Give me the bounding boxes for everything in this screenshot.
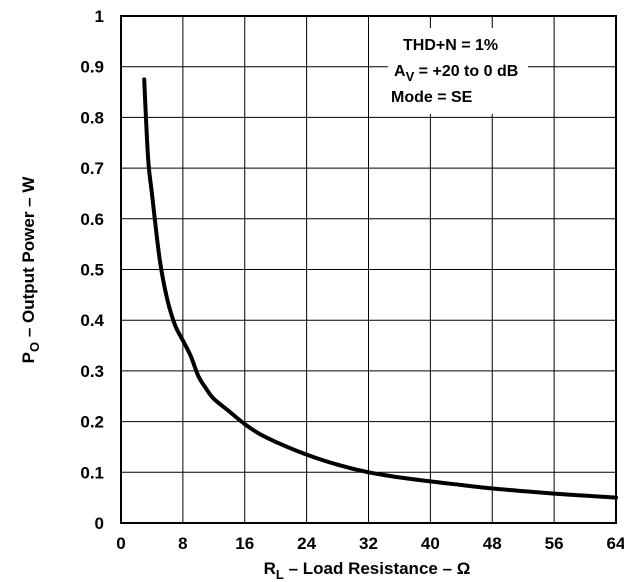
plot-frame <box>120 15 617 524</box>
x-axis-ticks: 0 8 16 24 32 40 48 56 64 <box>116 534 624 553</box>
y-tick-label: 1 <box>95 7 104 26</box>
x-tick-label: 24 <box>297 534 316 553</box>
y-axis-label-rest: – Output Power – W <box>19 176 38 342</box>
y-tick-label: 0.4 <box>80 311 104 330</box>
y-axis-ticks: 0 0.1 0.2 0.3 0.4 0.5 0.6 0.7 0.8 0.9 1 <box>80 7 104 533</box>
x-tick-label: 56 <box>545 534 564 553</box>
annotation-gain-sub: V <box>406 69 415 84</box>
y-tick-label: 0.5 <box>80 261 104 280</box>
annotation-mode: Mode = SE <box>391 89 473 106</box>
x-axis-label-sub: L <box>276 567 284 582</box>
y-tick-label: 0.7 <box>80 159 104 178</box>
x-axis-label-main: R <box>264 559 276 578</box>
x-axis-label: RL – Load Resistance – Ω <box>264 559 471 582</box>
y-axis-label-main: P <box>19 352 38 363</box>
x-tick-label: 64 <box>607 534 624 553</box>
x-tick-label: 8 <box>178 534 187 553</box>
series-line <box>142 77 618 500</box>
y-tick-label: 0.6 <box>80 210 104 229</box>
annotation-thd: THD+N = 1% <box>403 37 498 54</box>
annotation-box <box>388 28 528 114</box>
x-tick-label: 40 <box>421 534 440 553</box>
y-tick-label: 0 <box>95 514 104 533</box>
y-tick-label: 0.2 <box>80 413 104 432</box>
x-axis-label-rest: – Load Resistance – Ω <box>284 559 471 578</box>
grid <box>120 15 617 524</box>
annotation-gain-main: A <box>394 63 406 80</box>
y-tick-label: 0.3 <box>80 362 104 381</box>
y-axis-label-sub: O <box>27 342 42 352</box>
x-tick-label: 16 <box>235 534 254 553</box>
x-tick-label: 32 <box>359 534 378 553</box>
y-tick-label: 0.1 <box>80 463 104 482</box>
x-tick-label: 0 <box>116 534 125 553</box>
x-tick-label: 48 <box>483 534 502 553</box>
annotation-gain-rest: = +20 to 0 dB <box>414 63 518 80</box>
annotation-gain: AV = +20 to 0 dB <box>394 63 518 84</box>
y-tick-label: 0.8 <box>80 108 104 127</box>
y-tick-label: 0.9 <box>80 58 104 77</box>
y-axis-label: PO – Output Power – W <box>19 176 42 364</box>
